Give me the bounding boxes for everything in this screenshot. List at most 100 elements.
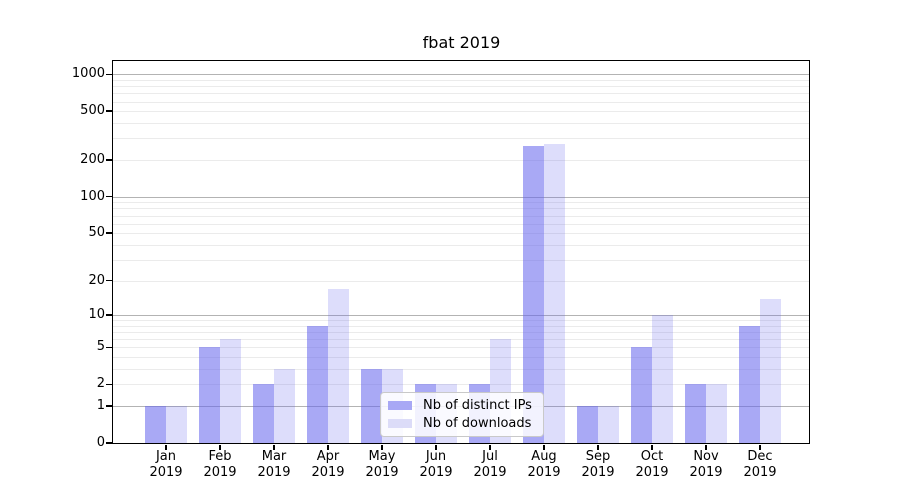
bar-distinct-ips xyxy=(577,406,598,443)
bar-distinct-ips xyxy=(739,325,760,443)
x-tick-mark xyxy=(219,444,221,450)
minor-gridline xyxy=(113,280,809,282)
major-gridline xyxy=(113,196,809,198)
y-tick-label: 1000 xyxy=(71,66,105,82)
minor-gridline xyxy=(113,233,809,235)
x-tick-label: May 2019 xyxy=(365,449,399,480)
minor-gridline xyxy=(113,123,809,125)
x-tick-label: Oct 2019 xyxy=(635,449,669,480)
legend: Nb of distinct IPs Nb of downloads xyxy=(380,392,544,437)
bar-distinct-ips xyxy=(685,384,706,443)
minor-gridline xyxy=(113,215,809,217)
major-gridline xyxy=(113,315,809,316)
x-tick-mark xyxy=(651,444,653,450)
x-tick-label: Aug 2019 xyxy=(527,449,561,480)
minor-gridline xyxy=(113,93,809,95)
y-tick-label: 5 xyxy=(96,339,105,355)
y-tick-mark xyxy=(105,405,112,407)
minor-gridline xyxy=(113,223,809,225)
bar-downloads xyxy=(328,288,349,443)
legend-label-downloads: Nb of downloads xyxy=(423,415,532,431)
x-tick-label: Dec 2019 xyxy=(743,449,777,480)
bar-downloads xyxy=(274,369,295,443)
y-tick-mark xyxy=(105,73,112,75)
x-tick-mark xyxy=(759,444,761,450)
minor-gridline xyxy=(113,202,809,204)
y-tick-label: 1 xyxy=(96,398,105,413)
y-tick-mark xyxy=(105,346,112,349)
legend-swatch-distinct-ips xyxy=(388,401,412,411)
y-tick-mark xyxy=(105,314,112,316)
x-tick-mark xyxy=(489,444,491,450)
x-tick-mark xyxy=(543,444,545,450)
x-tick-label: Sep 2019 xyxy=(581,449,615,480)
x-tick-mark xyxy=(381,444,383,450)
bar-distinct-ips xyxy=(145,406,166,443)
y-tick-label: 500 xyxy=(80,103,105,119)
y-tick-mark xyxy=(105,383,112,386)
x-tick-mark xyxy=(273,444,275,450)
bar-distinct-ips xyxy=(307,325,328,443)
minor-gridline xyxy=(113,384,809,386)
minor-gridline xyxy=(113,325,809,327)
y-tick-label: 50 xyxy=(88,225,105,241)
x-tick-mark xyxy=(705,444,707,450)
legend-swatch-downloads xyxy=(388,418,412,428)
bar-downloads xyxy=(706,384,727,443)
legend-label-distinct-ips: Nb of distinct IPs xyxy=(423,398,532,414)
minor-gridline xyxy=(113,208,809,210)
bar-distinct-ips xyxy=(361,369,382,443)
y-tick-label: 20 xyxy=(88,272,105,288)
minor-gridline xyxy=(113,320,809,322)
chart-title: fbat 2019 xyxy=(422,33,501,52)
y-tick-mark xyxy=(105,279,112,282)
y-tick-mark xyxy=(105,159,112,161)
x-tick-label: Mar 2019 xyxy=(257,449,291,480)
legend-item-downloads: Nb of downloads xyxy=(388,416,536,431)
bar-distinct-ips xyxy=(199,347,220,443)
major-gridline xyxy=(113,74,809,76)
x-tick-label: Feb 2019 xyxy=(203,449,237,480)
x-tick-label: Jul 2019 xyxy=(473,449,507,480)
bar-downloads xyxy=(652,315,673,443)
y-tick-mark xyxy=(105,110,112,112)
x-tick-mark xyxy=(327,444,329,450)
y-tick-mark xyxy=(105,195,112,198)
x-tick-mark xyxy=(165,444,167,450)
x-tick-mark xyxy=(597,444,599,450)
x-tick-label: Jan 2019 xyxy=(149,449,183,480)
minor-gridline xyxy=(113,332,809,333)
x-tick-label: Apr 2019 xyxy=(311,449,345,480)
bar-downloads xyxy=(220,339,241,443)
bar-distinct-ips xyxy=(631,347,652,443)
minor-gridline xyxy=(113,159,809,161)
y-tick-label: 200 xyxy=(80,151,105,167)
minor-gridline xyxy=(113,111,809,113)
y-tick-label: 2 xyxy=(96,376,105,392)
minor-gridline xyxy=(113,357,809,359)
minor-gridline xyxy=(113,244,809,246)
y-tick-label: 100 xyxy=(80,188,105,204)
bar-downloads xyxy=(598,406,619,443)
minor-gridline xyxy=(113,259,809,261)
y-tick-mark xyxy=(105,442,112,444)
y-tick-label: 0 xyxy=(96,435,105,450)
y-tick-mark xyxy=(105,232,112,234)
bar-downloads xyxy=(166,406,187,443)
bar-downloads xyxy=(544,144,565,443)
minor-gridline xyxy=(113,347,809,349)
minor-gridline xyxy=(113,101,809,103)
x-tick-label: Nov 2019 xyxy=(689,449,723,480)
minor-gridline xyxy=(113,339,809,341)
x-tick-mark xyxy=(435,444,437,450)
bar-distinct-ips xyxy=(253,384,274,443)
legend-item-distinct-ips: Nb of distinct IPs xyxy=(388,398,536,413)
x-tick-label: Jun 2019 xyxy=(419,449,453,480)
plot-area: 0 1 2 5 10 20 50 100 200 500 1000 Jan 2019 Feb 2019 M… xyxy=(72,60,810,480)
bar-distinct-ips xyxy=(523,146,544,443)
minor-gridline xyxy=(113,86,809,88)
minor-gridline xyxy=(113,138,809,140)
y-tick-label: 10 xyxy=(88,307,105,322)
minor-gridline xyxy=(113,369,809,370)
